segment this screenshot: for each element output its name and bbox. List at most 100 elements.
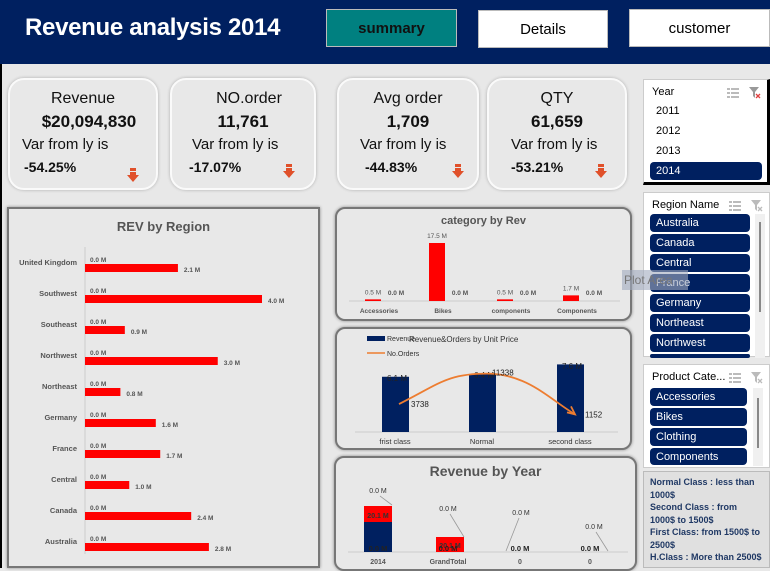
slicer-item-northwest[interactable]: Northwest [650, 334, 750, 352]
slicer-item-canada[interactable]: Canada [650, 234, 750, 252]
revenue-orders-unit-price-chart: Revenue No.Orders Revenue&Orders by Unit P… [335, 327, 632, 450]
slicer-item-partial[interactable] [650, 354, 750, 358]
bar-revenue [85, 450, 161, 458]
data-label: 0.8 M [126, 391, 142, 398]
kpi-var-value: -17.07% [189, 159, 242, 175]
data-label: 0.0 M [388, 290, 404, 297]
category-label: frist class [379, 437, 411, 446]
data-label: 1.7 M [563, 285, 579, 292]
nav-summary-button[interactable]: summary [326, 9, 457, 47]
chart-title: Revenue&Orders by Unit Price [409, 335, 519, 344]
note-line: H.Class : More than 2500$ [650, 552, 762, 562]
scrollbar-thumb[interactable] [759, 222, 761, 312]
slicer-item-bikes[interactable]: Bikes [650, 408, 747, 426]
category-scrollbar[interactable] [753, 388, 763, 466]
category-label: Southwest [39, 289, 77, 298]
kpi-var-value: -53.21% [511, 159, 564, 175]
callout-leader-line [379, 495, 393, 506]
nav-customer-button[interactable]: customer [629, 9, 770, 47]
category-label: components [492, 308, 531, 315]
data-label: 20.1 M [367, 513, 389, 520]
slicer-item-2014[interactable]: 2014 [650, 162, 762, 180]
data-label: 0.0 M [90, 505, 106, 512]
slicer-title: Product Cate... [652, 371, 726, 383]
region-bar-svg: United Kingdom 0.0 M 2.1 M Southwest 0.0 M 4.… [19, 247, 284, 554]
region-scrollbar[interactable] [755, 214, 765, 358]
clear-filter-icon[interactable] [751, 199, 763, 217]
note-line: Normal Class : less than 1000$ [650, 477, 755, 500]
data-label: 0.5 M [497, 289, 513, 296]
category-label: second class [548, 437, 592, 446]
slicer-item-2012[interactable]: 2012 [656, 125, 681, 137]
data-label: 1152 [585, 410, 603, 419]
kpi-label: Avg order [373, 90, 443, 107]
callout-label: 0.0 M [512, 510, 530, 517]
orders-line-arrow [566, 405, 577, 416]
product-category-slicer: Product Cate... Accessories Bikes Clothi… [643, 364, 770, 468]
kpi-card-qty: QTY 61,659 Var from ly is -53.21% [487, 78, 627, 190]
bar-revenue [85, 357, 218, 365]
data-label: 0.0 M [586, 290, 602, 297]
callout-leader-line [595, 531, 609, 552]
down-arrow-icon [283, 164, 295, 178]
data-label: 6.1 M [387, 374, 407, 383]
bar-revenue [497, 299, 513, 301]
kpi-card-revenue: Revenue $20,094,830 Var from ly is -54.2… [8, 78, 158, 190]
bar-revenue [563, 295, 579, 301]
data-label: 2.1 M [184, 267, 200, 274]
nav-details-button[interactable]: Details [478, 10, 608, 48]
bar-revenue [429, 243, 445, 301]
note-line: First Class: from 1500$ to 2500$ [650, 527, 761, 550]
kpi-value: 61,659 [531, 112, 583, 131]
data-label: 2.4 M [197, 515, 213, 522]
data-label: 2.8 M [215, 546, 231, 553]
slicer-item-central[interactable]: Central [650, 254, 750, 272]
bar-revenue [85, 264, 178, 272]
category-label: Components [557, 308, 597, 315]
kpi-value: 1,709 [386, 112, 430, 131]
slicer-item-australia[interactable]: Australia [650, 214, 750, 232]
data-label: 0.0 M [90, 412, 106, 419]
data-label: 0.0 M [369, 544, 388, 553]
bar-segment-red [436, 537, 464, 552]
bar-revenue [85, 326, 125, 334]
bar-revenue [85, 295, 262, 303]
slicer-item-2013[interactable]: 2013 [656, 145, 681, 157]
clear-filter-icon[interactable] [749, 86, 761, 104]
data-label: 17.5 M [427, 233, 447, 240]
kpi-var-value: -44.83% [365, 159, 418, 175]
kpi-var-label: Var from ly is [360, 136, 447, 153]
orders-line [398, 372, 576, 416]
scrollbar-thumb[interactable] [757, 398, 759, 448]
slicer-item-clothing[interactable]: Clothing [650, 428, 747, 446]
kpi-var-label: Var from ly is [511, 136, 598, 153]
slicer-item-components[interactable]: Components [650, 448, 747, 465]
kpi-var-value: -54.25% [24, 159, 77, 175]
category-label: United Kingdom [19, 258, 77, 267]
multi-select-icon[interactable] [727, 86, 739, 104]
callout-label: 0.0 M [439, 506, 457, 513]
chart-title: category by Rev [441, 215, 526, 227]
slicer-item-northeast[interactable]: Northeast [650, 314, 750, 332]
category-label: Germany [44, 413, 77, 422]
plot-area-tooltip: Plot Area [622, 270, 688, 290]
category-label: Southeast [41, 320, 78, 329]
category-label: Accessories [360, 308, 399, 315]
slicer-item-accessories[interactable]: Accessories [650, 388, 747, 406]
category-label: 0 [518, 559, 522, 566]
kpi-label: QTY [540, 90, 574, 107]
clear-filter-icon[interactable] [751, 371, 763, 389]
data-label: 0.9 M [131, 329, 147, 336]
data-label: 0.0 M [452, 290, 468, 297]
multi-select-icon[interactable] [729, 371, 741, 389]
data-label: 3738 [411, 400, 429, 409]
slicer-item-2011[interactable]: 2011 [656, 105, 680, 117]
slicer-item-germany[interactable]: Germany [650, 294, 750, 312]
multi-select-icon[interactable] [729, 199, 741, 217]
bar-revenue [469, 374, 496, 432]
chart-title: Revenue by Year [429, 463, 542, 479]
data-label: 20.1 M [439, 543, 461, 550]
revenue-by-year-chart: Revenue by Year 20.1 M 20.1 M 0.0 M 0.0 M 0.… [334, 456, 637, 571]
category-label: 2014 [370, 559, 386, 566]
data-label: 3.0 M [224, 360, 240, 367]
